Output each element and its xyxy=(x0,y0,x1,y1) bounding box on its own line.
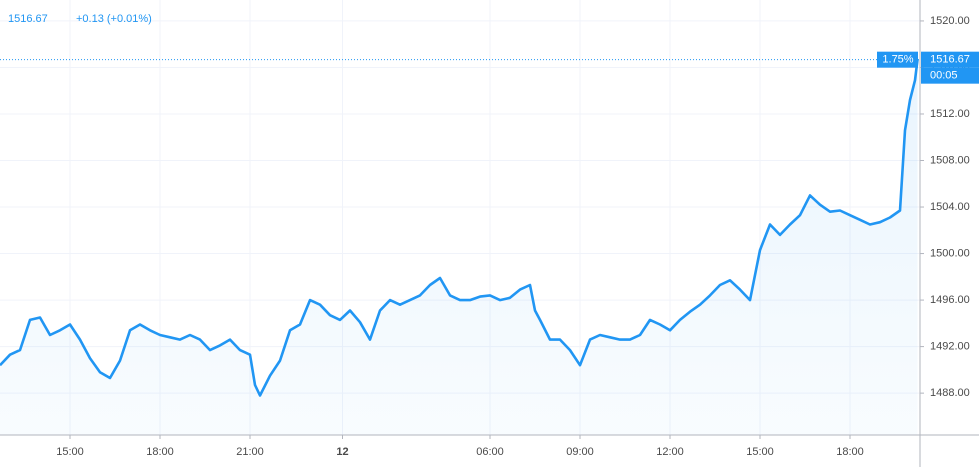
y-tick-label: 1504.00 xyxy=(930,201,970,213)
labels: 1488.00 1492.00 1496.00 1500.00 1504.00 1508.… xyxy=(0,15,979,458)
percent-label: 1.75% xyxy=(882,54,913,66)
price-line xyxy=(0,59,919,397)
x-tick-label: 15:00 xyxy=(746,446,774,458)
countdown-label: 00:05 xyxy=(930,70,958,82)
x-tick-label: 21:00 xyxy=(236,446,264,458)
y-tick-label: 1520.00 xyxy=(930,15,970,27)
y-tick-label: 1496.00 xyxy=(930,294,970,306)
header-price: 1516.67 xyxy=(8,13,48,25)
countdown-box xyxy=(921,67,979,84)
header-change: +0.13 (+0.01%) xyxy=(76,13,152,25)
x-tick-label: 12 xyxy=(336,446,348,458)
y-tick-label: 1488.00 xyxy=(930,387,970,399)
x-tick-label: 12:00 xyxy=(656,446,684,458)
price-label: 1516.67 xyxy=(930,54,970,66)
y-tick-label: 1508.00 xyxy=(930,154,970,166)
price-box xyxy=(921,51,979,68)
y-tick-label: 1500.00 xyxy=(930,247,970,259)
y-tick-label: 1512.00 xyxy=(930,108,970,120)
percent-box xyxy=(877,51,918,68)
x-tick-label: 18:00 xyxy=(836,446,864,458)
y-tick-label: 1492.00 xyxy=(930,341,970,353)
plot xyxy=(0,59,919,435)
x-tick-label: 09:00 xyxy=(566,446,594,458)
x-tick-label: 18:00 xyxy=(146,446,174,458)
x-tick-label: 15:00 xyxy=(56,446,84,458)
x-tick-label: 06:00 xyxy=(476,446,504,458)
